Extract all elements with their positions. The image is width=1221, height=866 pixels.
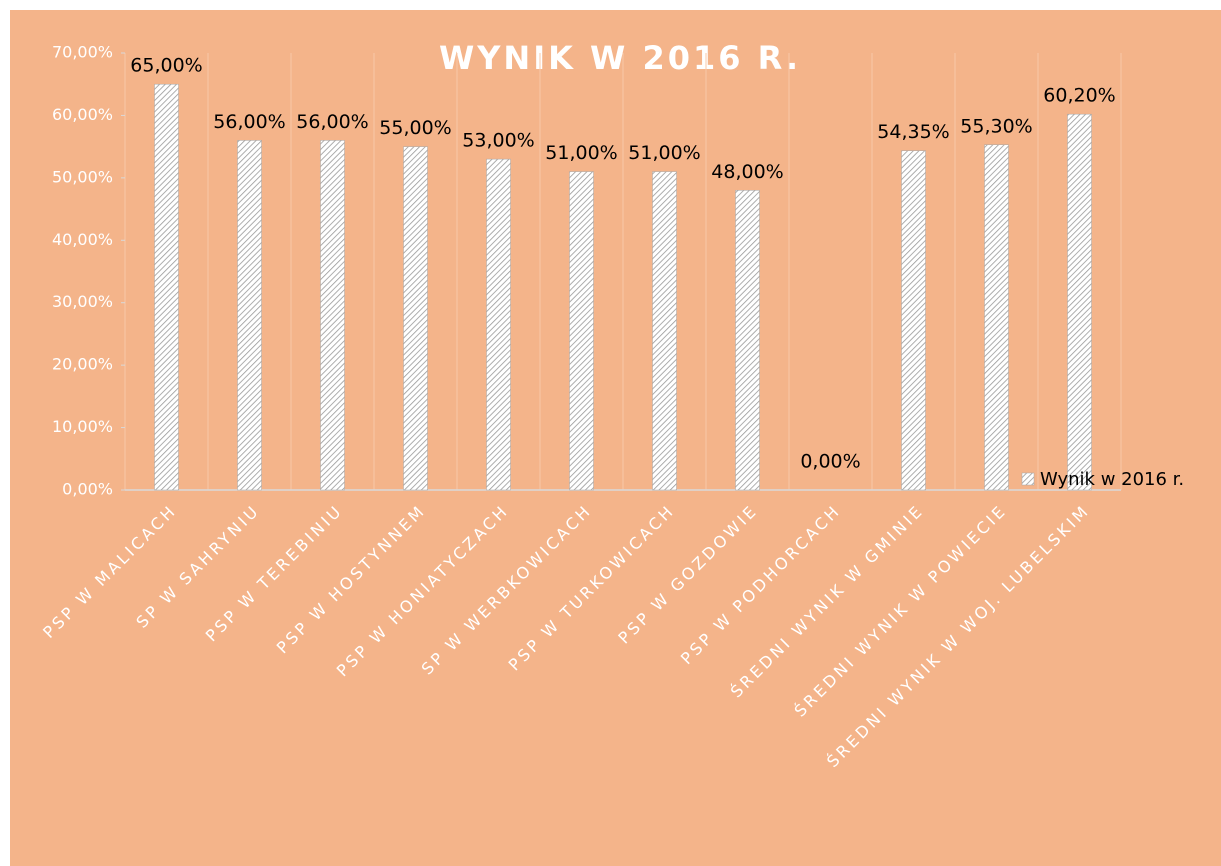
value-label: 54,35% [877,121,949,143]
bar [901,150,926,491]
bar [486,158,511,491]
y-tick-label: 30,00% [52,292,113,311]
value-label: 56,00% [213,111,285,133]
bar [320,140,345,491]
legend-swatch [1021,472,1035,486]
value-label: 51,00% [545,142,617,164]
bar [237,140,262,491]
value-label: 65,00% [130,55,202,77]
bar [154,83,179,491]
y-tick-label: 40,00% [52,230,113,249]
value-label: 48,00% [711,161,783,183]
legend-label: Wynik w 2016 r. [1040,469,1184,490]
value-label: 55,00% [379,117,451,139]
bar [403,146,428,491]
y-tick-label: 10,00% [52,417,113,436]
y-tick-label: 70,00% [52,43,113,62]
value-label: 56,00% [296,111,368,133]
value-label: 0,00% [800,451,860,473]
chart-area [10,10,1221,866]
y-tick-label: 20,00% [52,355,113,374]
y-tick-label: 0,00% [62,480,113,499]
bar [1067,113,1092,491]
bar [984,144,1009,491]
bar [735,190,760,491]
y-tick-label: 60,00% [52,105,113,124]
value-label: 51,00% [628,142,700,164]
value-label: 53,00% [462,130,534,152]
value-label: 60,20% [1043,85,1115,107]
chart-title: WYNIK W 2016 R. [439,39,801,77]
bar [652,171,677,491]
bar [569,171,594,491]
value-label: 55,30% [960,115,1032,137]
y-tick-label: 50,00% [52,167,113,186]
